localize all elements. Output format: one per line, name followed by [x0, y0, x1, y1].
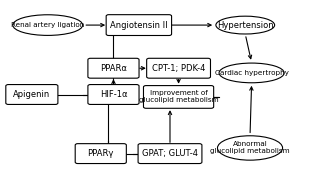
FancyBboxPatch shape [6, 84, 58, 105]
Text: Abnormal
glucolipid metabolism: Abnormal glucolipid metabolism [210, 142, 290, 154]
FancyBboxPatch shape [88, 58, 139, 78]
FancyBboxPatch shape [144, 86, 214, 108]
Text: CPT-1; PDK-4: CPT-1; PDK-4 [152, 64, 205, 73]
FancyBboxPatch shape [106, 15, 172, 36]
Text: PPARα: PPARα [100, 64, 127, 73]
Ellipse shape [13, 15, 83, 35]
Text: Hypertension: Hypertension [217, 21, 274, 30]
Text: Angiotensin II: Angiotensin II [110, 21, 168, 30]
Text: Cardiac hypertrophy: Cardiac hypertrophy [215, 70, 289, 76]
FancyBboxPatch shape [75, 144, 126, 163]
Ellipse shape [219, 63, 284, 83]
Text: HIF-1α: HIF-1α [100, 90, 127, 99]
FancyBboxPatch shape [138, 144, 202, 163]
Ellipse shape [218, 136, 283, 160]
FancyBboxPatch shape [147, 58, 211, 78]
Ellipse shape [216, 16, 275, 34]
FancyBboxPatch shape [88, 84, 139, 105]
Text: PPARγ: PPARγ [88, 149, 114, 158]
Text: GPAT; GLUT-4: GPAT; GLUT-4 [142, 149, 198, 158]
Text: Renal artery ligation: Renal artery ligation [11, 22, 84, 28]
Text: Apigenin: Apigenin [13, 90, 50, 99]
Text: Improvement of
glucolipid metabolism: Improvement of glucolipid metabolism [139, 91, 219, 103]
